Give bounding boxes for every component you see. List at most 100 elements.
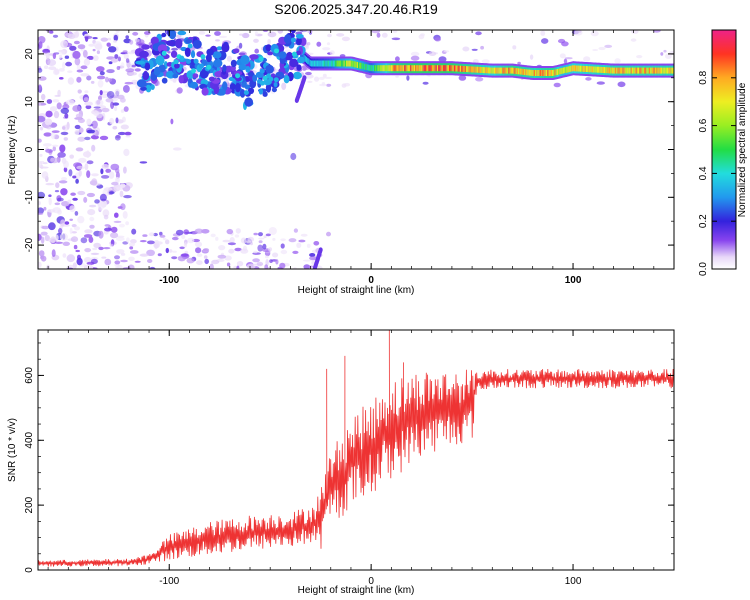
spectrogram-noise-blob	[134, 68, 141, 72]
spectrogram-ridge-core	[497, 67, 499, 74]
spectrogram-noise-blob	[119, 190, 124, 198]
spectrogram-ridge-blob	[188, 77, 192, 84]
spectrogram-branch-blob	[294, 98, 299, 103]
spectrogram-ridge-core	[419, 65, 422, 72]
spectrogram-noise-blob	[39, 126, 44, 131]
spectrogram-noise-blob	[92, 247, 98, 251]
spectrogram-noise-blob	[235, 228, 241, 234]
spectrogram-noise-blob	[120, 62, 125, 69]
spectrogram-noise-blob	[61, 177, 67, 181]
spectrogram-ridge-core	[618, 67, 621, 74]
spectrogram-noise-blob	[86, 192, 95, 198]
spectrogram-noise-blob	[236, 261, 244, 267]
spectrogram-noise-blob	[604, 44, 613, 49]
spectrogram-noise-blob	[63, 137, 68, 141]
spectrogram-noise-blob	[652, 30, 661, 33]
spectrogram-noise-blob	[267, 39, 271, 45]
spectrogram-ridge-core	[457, 65, 460, 72]
spectrogram-ridge-blob	[213, 59, 223, 68]
spectrogram-ridge-core	[463, 66, 466, 72]
spectrogram-noise-blob	[54, 68, 60, 75]
spectrogram-noise-blob	[114, 260, 121, 265]
spectrogram-ridge-core	[303, 54, 306, 61]
spectrogram-ridge-core	[307, 58, 309, 64]
spectrogram-noise-blob	[123, 85, 130, 93]
spectrogram-noise-blob	[100, 93, 109, 99]
spectrogram-noise-blob	[218, 35, 228, 39]
spectrogram-noise-blob	[59, 50, 66, 55]
spectrogram-ridge-core	[434, 65, 436, 72]
spectrogram-ridge-blob	[168, 30, 177, 40]
spectrogram-noise-blob	[268, 247, 273, 252]
spectrogram-ridge-blob	[200, 79, 209, 86]
spectrogram-noise-blob	[74, 57, 81, 66]
spectrogram-noise-blob	[87, 209, 96, 216]
spectrogram-noise-blob	[41, 93, 46, 101]
spectrogram-ridge-core	[567, 66, 570, 73]
spectrogram-noise-blob	[371, 30, 381, 34]
spectrogram-noise-blob	[124, 131, 132, 136]
spectrogram-ridge-core	[314, 60, 317, 67]
spectrogram-ridge-core	[370, 65, 372, 72]
spectrogram-ridge-core	[365, 64, 367, 70]
spectrogram-ridge-core	[662, 67, 664, 74]
x-tick-label: -100	[159, 275, 179, 286]
spectrogram-ridge-core	[519, 68, 521, 75]
spectrogram-ridge-core	[613, 67, 616, 74]
spectrogram-ridge-core	[565, 67, 567, 73]
spectrogram-noise-blob	[309, 253, 316, 257]
y-tick-label: 600	[24, 367, 35, 384]
spectrogram-noise-blob	[92, 55, 99, 61]
spectrogram-noise-blob	[73, 40, 80, 45]
spectrogram-noise-blob	[46, 124, 52, 130]
spectrogram-noise-blob	[70, 192, 76, 196]
spectrogram-noise-blob	[541, 38, 549, 44]
spectrogram-noise-blob	[99, 135, 109, 141]
spectrogram-noise-blob	[38, 212, 44, 215]
spectrogram-noise-blob	[120, 109, 125, 113]
spectrogram-noise-blob	[112, 125, 118, 130]
spectrogram-ridge-core	[446, 65, 449, 72]
spectrogram-noise-blob	[100, 168, 104, 175]
spectrogram-ridge-core	[657, 67, 659, 74]
spectrogram-noise-blob	[89, 180, 98, 186]
spectrogram-noise-blob	[290, 152, 297, 161]
spectrogram-ridge-core	[585, 66, 588, 72]
spectrogram-ridge-core	[409, 65, 411, 72]
spectrogram-noise-blob	[376, 32, 381, 38]
spectrogram-ridge-core	[355, 61, 358, 68]
spectrogram-noise-blob	[40, 231, 48, 236]
spectrogram-ridge-blob	[199, 69, 209, 79]
spectrogram-noise-blob	[267, 31, 277, 38]
colorbar-tick-label: 0.8	[698, 70, 709, 84]
spectrogram-ridge-core	[505, 67, 508, 74]
spectrogram-noise-blob	[201, 229, 210, 234]
spectrogram-noise-blob	[41, 255, 47, 262]
spectrogram-ridge-core	[658, 67, 661, 74]
spectrogram-noise-blob	[80, 237, 88, 244]
y-tick-label: 200	[24, 496, 35, 513]
spectrogram-noise-blob	[47, 59, 57, 66]
spectrogram-noise-blob	[147, 259, 153, 263]
spectrogram-ridge-core	[354, 61, 357, 68]
spectrogram-noise-blob	[529, 54, 534, 60]
spectrogram-noise-blob	[57, 152, 66, 158]
spectrogram-ridge-blob	[142, 72, 149, 81]
spectrogram-noise-blob	[120, 203, 126, 211]
spectrogram-ridge-core	[555, 69, 558, 76]
spectrogram-noise-blob	[262, 243, 267, 250]
spectrogram-noise-blob	[114, 212, 119, 218]
spectrogram-ridge-core	[595, 66, 598, 73]
spectrogram-ridge-core	[323, 60, 325, 67]
spectrogram-ridge-core	[430, 65, 433, 72]
spectrogram-ridge-core	[468, 66, 470, 73]
spectrogram-ridge-core	[485, 67, 487, 74]
spectrogram-ridge-core	[568, 66, 571, 73]
spectrogram-noise-blob	[311, 260, 315, 265]
spectrogram-ridge-core	[326, 60, 329, 67]
spectrogram-noise-blob	[84, 101, 93, 106]
spectrogram-noise-blob	[128, 256, 135, 261]
spectrogram-noise-blob	[75, 147, 84, 152]
spectrogram-noise-blob	[43, 143, 52, 147]
spectrogram-ridge-core	[625, 67, 628, 74]
